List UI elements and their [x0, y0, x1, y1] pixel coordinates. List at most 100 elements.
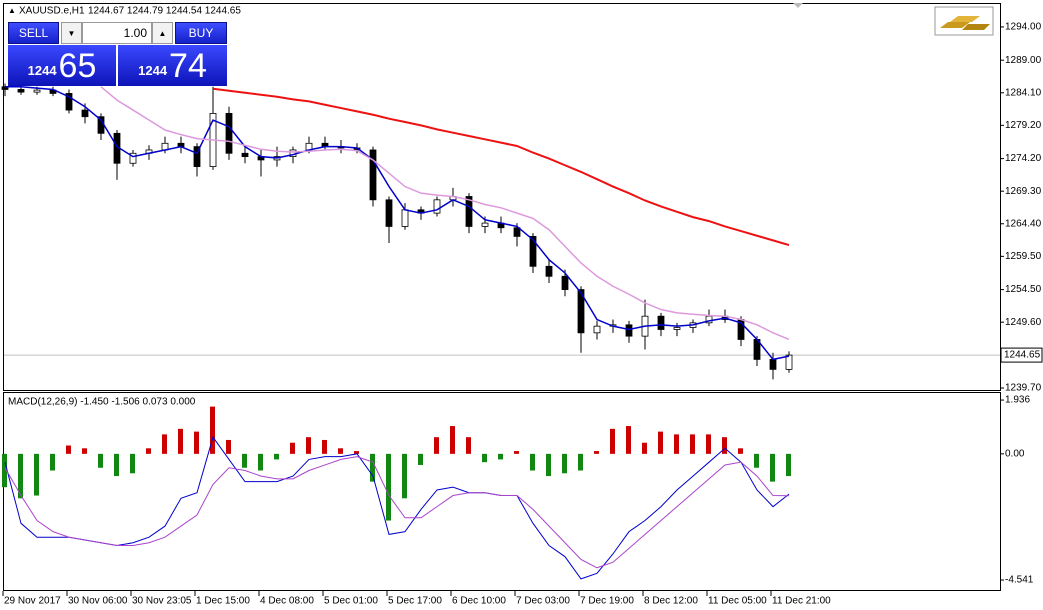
- histogram-bar: [434, 437, 439, 454]
- candle-body: [545, 265, 553, 277]
- ask-price[interactable]: 1244 74: [118, 45, 227, 86]
- bid-price[interactable]: 1244 65: [8, 45, 116, 86]
- sell-button[interactable]: SELL: [8, 22, 59, 44]
- candle-body: [673, 327, 681, 330]
- candle-body: [513, 227, 521, 237]
- x-tick-label: 7 Dec 03:00: [516, 596, 570, 607]
- histogram-bar: [658, 431, 663, 454]
- buy-button[interactable]: BUY: [175, 22, 227, 44]
- shift-marker: [793, 3, 803, 8]
- candle-body: [401, 209, 409, 227]
- histogram-bar: [370, 453, 375, 482]
- candle-body: [241, 152, 249, 158]
- macd-line: [4, 456, 790, 569]
- histogram-bar: [258, 453, 263, 471]
- ohlc-info: 1244.67 1244.79 1244.54 1244.65: [88, 6, 241, 17]
- gold-icon: [934, 6, 994, 36]
- histogram-bar: [386, 453, 391, 521]
- histogram-bar: [226, 439, 231, 454]
- lot-up[interactable]: ▲: [152, 22, 173, 44]
- candle-body: [625, 324, 633, 337]
- candle-body: [785, 354, 793, 370]
- y-tick-label: 1274.20: [1005, 153, 1042, 164]
- histogram-bar: [274, 453, 279, 460]
- histogram-bar: [626, 426, 631, 454]
- y-tick-label: -4.541: [1005, 575, 1034, 586]
- y-tick-label: 1259.50: [1005, 251, 1042, 262]
- macd-frame: [3, 392, 1001, 591]
- candle-body: [225, 112, 233, 154]
- y-tick-label: 1269.30: [1005, 186, 1042, 197]
- candle-body: [577, 289, 585, 334]
- one-click-trading: SELL ▼ 1.00 ▲ BUY 1244 65 1244 74: [8, 22, 227, 86]
- candle-body: [369, 149, 377, 201]
- histogram-bar: [66, 445, 71, 454]
- histogram-bar: [338, 448, 343, 454]
- histogram-bar: [306, 437, 311, 454]
- histogram-bar: [290, 442, 295, 454]
- histogram-bar: [578, 453, 583, 471]
- histogram-bar: [450, 426, 455, 454]
- candle-body: [65, 93, 73, 111]
- histogram-bar: [178, 428, 183, 454]
- histogram-bar: [194, 431, 199, 454]
- histogram-bar: [34, 453, 39, 496]
- x-tick-label: 4 Dec 08:00: [260, 596, 314, 607]
- histogram-bar: [514, 451, 519, 454]
- histogram-bar: [18, 453, 23, 499]
- y-tick-label: 1284.10: [1005, 87, 1042, 98]
- histogram-bar: [482, 453, 487, 463]
- candle-body: [385, 199, 393, 227]
- candle-body: [129, 152, 137, 164]
- histogram-bar: [674, 434, 679, 454]
- histogram-bar: [354, 451, 359, 454]
- candle-body: [193, 146, 201, 167]
- y-tick-label: 0.00: [1005, 448, 1025, 459]
- x-tick-label: 6 Dec 10:00: [452, 596, 506, 607]
- histogram-bar: [322, 439, 327, 454]
- candle-body: [481, 222, 489, 227]
- candle-body: [769, 359, 777, 370]
- x-tick-label: 5 Dec 01:00: [324, 596, 378, 607]
- histogram-bar: [242, 453, 247, 468]
- x-tick-label: 29 Nov 2017: [4, 596, 61, 607]
- x-tick-label: 1 Dec 15:00: [196, 596, 250, 607]
- moving-average: [100, 86, 790, 341]
- histogram-bar: [114, 453, 119, 477]
- current-price-label: 1244.65: [1004, 350, 1041, 361]
- moving-average: [5, 86, 790, 361]
- histogram-bar: [50, 453, 55, 471]
- bid-big: 65: [58, 47, 97, 85]
- histogram-bar: [210, 406, 215, 454]
- current-price-box: [1000, 347, 1043, 363]
- candle-body: [33, 89, 41, 93]
- histogram-bar: [738, 448, 743, 454]
- lot-down[interactable]: ▼: [61, 22, 82, 44]
- symbol-arrow: ▲: [8, 6, 16, 15]
- x-tick-label: 11 Dec 21:00: [772, 596, 831, 607]
- y-tick-label: 1239.70: [1005, 383, 1042, 394]
- histogram-bar: [594, 451, 599, 454]
- candle-body: [433, 199, 441, 214]
- histogram-bar: [2, 453, 7, 488]
- histogram-bar: [498, 453, 503, 460]
- histogram-bar: [754, 453, 759, 468]
- histogram-bar: [546, 453, 551, 477]
- macd-line: [4, 436, 790, 580]
- price-frame: [3, 3, 1001, 391]
- bid-prefix: 1244: [27, 63, 57, 78]
- lot-input[interactable]: 1.00: [82, 22, 152, 44]
- y-tick-label: 1289.00: [1005, 55, 1042, 66]
- moving-average: [212, 87, 790, 247]
- histogram-bar: [706, 434, 711, 454]
- ask-big: 74: [169, 47, 207, 85]
- histogram-bar: [562, 453, 567, 474]
- chart-title: XAUUSD.e,H1: [19, 6, 85, 17]
- candle-body: [593, 325, 601, 334]
- histogram-bar: [530, 453, 535, 471]
- candle-body: [657, 315, 665, 330]
- x-tick-label: 11 Dec 05:00: [708, 596, 767, 607]
- y-tick-label: 1249.60: [1005, 317, 1042, 328]
